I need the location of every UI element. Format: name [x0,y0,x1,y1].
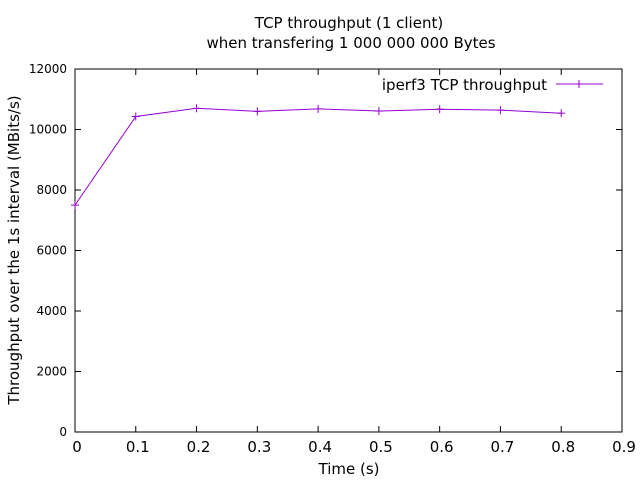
data-point [314,104,323,113]
x-tick-label: 0.4 [308,438,332,456]
data-point [435,105,444,114]
chart-title-line1: TCP throughput (1 client) [254,14,443,32]
x-tick-label: 0.8 [551,438,575,456]
y-tick-label: 8000 [36,183,67,197]
series-layer [71,104,566,210]
chart-title-line2: when transfering 1 000 000 000 Bytes [206,34,495,52]
plot-frame [74,68,623,433]
y-tick-label: 0 [59,425,67,439]
x-tick-label: 0.5 [369,438,393,456]
data-point [496,106,505,115]
legend: iperf3 TCP throughput [382,76,603,94]
legend-label: iperf3 TCP throughput [382,76,547,94]
data-point [557,109,566,118]
y-axis-label: Throughput over the 1s interval (MBits/s… [5,95,23,405]
data-point [192,104,201,113]
y-tick-label: 2000 [36,365,67,379]
x-tick-label: 0.9 [612,438,636,456]
legend-marker [575,80,583,88]
data-point [131,112,140,121]
y-tick-label: 10000 [29,123,67,137]
y-tick-label: 6000 [36,244,67,258]
x-axis: 0 0.1 0.2 0.3 0.4 0.5 0.6 0.7 0.8 0.9 [72,69,636,456]
data-point [253,107,262,116]
x-tick-label: 0.1 [126,438,150,456]
x-tick-label: 0.6 [430,438,454,456]
legend-marker-plus [575,80,583,88]
y-tick-label: 12000 [29,62,67,76]
series-line [74,107,562,206]
x-tick-label: 0.7 [491,438,515,456]
x-tick-label: 0.2 [187,438,211,456]
y-axis: 0 2000 4000 6000 8000 10000 12000 [29,62,622,439]
x-axis-label: Time (s) [318,460,380,478]
y-tick-label: 4000 [36,304,67,318]
data-point [71,201,79,210]
x-tick-label: 0.3 [247,438,271,456]
data-point [374,107,383,116]
x-tick-label: 0 [72,438,82,456]
